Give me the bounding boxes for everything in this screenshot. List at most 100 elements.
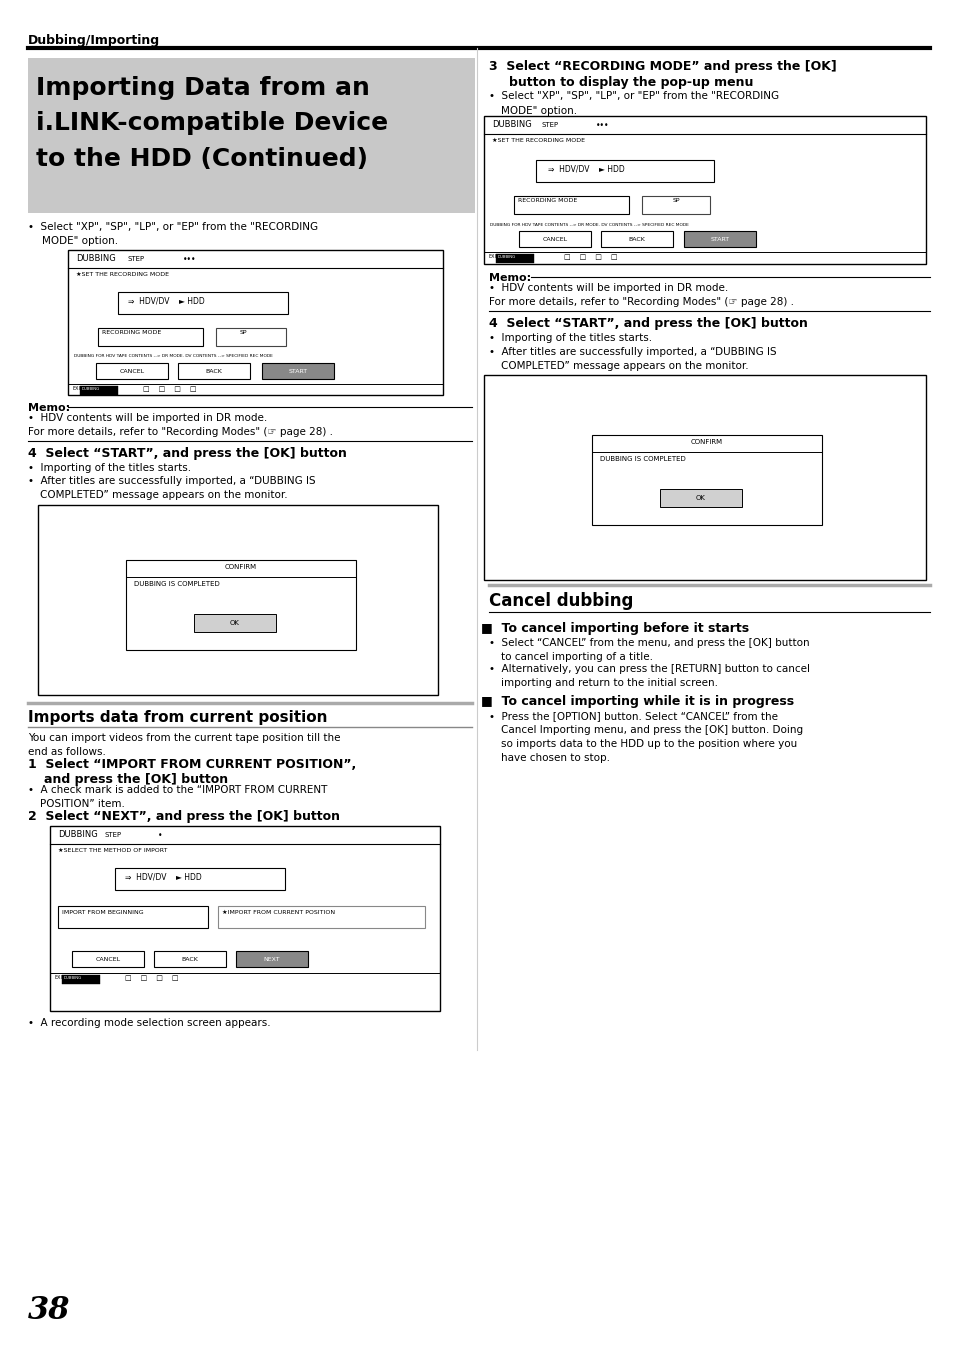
Text: ★SET THE RECORDING MODE: ★SET THE RECORDING MODE <box>76 271 169 277</box>
Text: MODE" option.: MODE" option. <box>42 236 118 246</box>
Text: to the HDD (Continued): to the HDD (Continued) <box>36 147 368 171</box>
Bar <box>592 435 821 525</box>
Text: START: START <box>288 369 307 374</box>
Text: □    □    □    □: □ □ □ □ <box>125 975 178 981</box>
Text: 3  Select “RECORDING MODE” and press the [OK]: 3 Select “RECORDING MODE” and press the … <box>489 59 836 73</box>
Text: button to display the pop-up menu: button to display the pop-up menu <box>509 76 753 89</box>
Bar <box>126 560 355 649</box>
Bar <box>483 375 925 580</box>
Text: •  After titles are successfully imported, a “DUBBING IS: • After titles are successfully imported… <box>28 477 315 486</box>
Bar <box>153 950 226 967</box>
Text: Cancel dubbing: Cancel dubbing <box>489 593 633 610</box>
Text: ⇒  HDV/DV    ► HDD: ⇒ HDV/DV ► HDD <box>125 872 201 882</box>
Text: DUBBING: DUBBING <box>492 120 531 130</box>
Text: SP: SP <box>239 329 247 335</box>
Text: CONFIRM: CONFIRM <box>690 439 722 446</box>
Text: ★SELECT THE METHOD OF IMPORT: ★SELECT THE METHOD OF IMPORT <box>58 848 167 853</box>
Text: •  Importing of the titles starts.: • Importing of the titles starts. <box>28 463 191 472</box>
Text: MODE" option.: MODE" option. <box>500 107 577 116</box>
Text: OK: OK <box>696 495 705 501</box>
Bar <box>536 161 713 182</box>
Text: STEP: STEP <box>105 832 122 838</box>
Text: COMPLETED” message appears on the monitor.: COMPLETED” message appears on the monito… <box>40 490 287 500</box>
Text: RECORDING MODE: RECORDING MODE <box>102 329 161 335</box>
Text: •  Importing of the titles starts.: • Importing of the titles starts. <box>489 333 652 343</box>
Text: □    □    □    □: □ □ □ □ <box>143 386 196 391</box>
Bar <box>496 254 534 263</box>
Text: Importing Data from an: Importing Data from an <box>36 76 370 100</box>
Text: so imports data to the HDD up to the position where you: so imports data to the HDD up to the pos… <box>500 738 797 749</box>
Text: •••: ••• <box>183 255 196 265</box>
Text: ⇒  HDV/DV    ► HDD: ⇒ HDV/DV ► HDD <box>547 163 624 173</box>
Bar <box>62 975 100 984</box>
Text: DUBBING: DUBBING <box>82 387 100 392</box>
Text: •  Select "XP", "SP", "LP", or "EP" from the "RECORDING: • Select "XP", "SP", "LP", or "EP" from … <box>28 221 317 232</box>
Text: •  HDV contents will be imported in DR mode.: • HDV contents will be imported in DR mo… <box>489 284 727 293</box>
Text: START: START <box>710 238 729 242</box>
Text: •  HDV contents will be imported in DR mode.: • HDV contents will be imported in DR mo… <box>28 413 267 423</box>
Text: •  Select “CANCEL” from the menu, and press the [OK] button: • Select “CANCEL” from the menu, and pre… <box>489 639 809 648</box>
Text: •  Press the [OPTION] button. Select “CANCEL” from the: • Press the [OPTION] button. Select “CAN… <box>489 711 778 721</box>
Bar <box>115 868 285 890</box>
Text: to cancel importing of a title.: to cancel importing of a title. <box>500 652 652 662</box>
Text: CANCEL: CANCEL <box>95 957 120 963</box>
Bar <box>98 328 203 346</box>
Bar <box>178 363 250 379</box>
Text: have chosen to stop.: have chosen to stop. <box>500 753 609 763</box>
Text: importing and return to the initial screen.: importing and return to the initial scre… <box>500 678 718 688</box>
Text: ★IMPORT FROM CURRENT POSITION: ★IMPORT FROM CURRENT POSITION <box>222 910 335 915</box>
Text: •  A recording mode selection screen appears.: • A recording mode selection screen appe… <box>28 1018 271 1027</box>
Text: SP: SP <box>672 198 679 202</box>
Text: 38: 38 <box>28 1295 71 1326</box>
Bar <box>600 231 672 247</box>
Text: •  Alternatively, you can press the [RETURN] button to cancel: • Alternatively, you can press the [RETU… <box>489 664 809 674</box>
Text: □    □    □    □: □ □ □ □ <box>563 254 617 261</box>
Bar <box>71 950 144 967</box>
Bar <box>193 614 275 632</box>
Bar <box>483 116 925 265</box>
Text: BACK: BACK <box>181 957 198 963</box>
Text: OK: OK <box>230 620 240 626</box>
Text: DUBBING IS COMPLETED: DUBBING IS COMPLETED <box>133 580 219 587</box>
Text: BACK: BACK <box>205 369 222 374</box>
Text: COMPLETED” message appears on the monitor.: COMPLETED” message appears on the monito… <box>500 360 748 371</box>
Text: IMPORT FROM BEGINNING: IMPORT FROM BEGINNING <box>62 910 144 915</box>
Text: 4  Select “START”, and press the [OK] button: 4 Select “START”, and press the [OK] but… <box>28 447 347 460</box>
Text: CANCEL: CANCEL <box>542 238 567 242</box>
Text: STEP: STEP <box>128 256 145 262</box>
Text: 1  Select “IMPORT FROM CURRENT POSITION”,: 1 Select “IMPORT FROM CURRENT POSITION”, <box>28 757 355 771</box>
Text: 2  Select “NEXT”, and press the [OK] button: 2 Select “NEXT”, and press the [OK] butt… <box>28 810 339 824</box>
Bar <box>28 58 475 213</box>
Text: EXIT: EXIT <box>73 386 84 391</box>
Text: Cancel Importing menu, and press the [OK] button. Doing: Cancel Importing menu, and press the [OK… <box>500 725 802 734</box>
Text: •: • <box>158 832 162 840</box>
Text: EXIT: EXIT <box>55 975 66 980</box>
Bar <box>683 231 755 247</box>
Text: RECORDING MODE: RECORDING MODE <box>517 198 577 202</box>
Bar <box>96 363 168 379</box>
Text: •  A check mark is added to the “IMPORT FROM CURRENT: • A check mark is added to the “IMPORT F… <box>28 784 327 795</box>
Text: ⇒  HDV/DV    ► HDD: ⇒ HDV/DV ► HDD <box>128 296 205 305</box>
Bar <box>80 386 118 396</box>
Text: Imports data from current position: Imports data from current position <box>28 710 327 725</box>
Bar <box>518 231 590 247</box>
Bar <box>58 906 208 927</box>
Text: i.LINK-compatible Device: i.LINK-compatible Device <box>36 111 388 135</box>
Bar <box>118 292 288 315</box>
Text: DUBBING: DUBBING <box>76 254 115 263</box>
Text: POSITION” item.: POSITION” item. <box>40 799 125 809</box>
Text: ■  To cancel importing before it starts: ■ To cancel importing before it starts <box>480 622 748 634</box>
Bar <box>68 250 442 396</box>
Text: DUBBING: DUBBING <box>64 976 82 980</box>
Bar <box>215 328 286 346</box>
Text: DUBBING: DUBBING <box>58 830 97 838</box>
Bar <box>235 950 308 967</box>
Text: DUBBING: DUBBING <box>497 255 516 259</box>
Text: and press the [OK] button: and press the [OK] button <box>44 774 228 786</box>
Text: end as follows.: end as follows. <box>28 747 106 757</box>
Bar <box>514 196 628 215</box>
Text: •••: ••• <box>596 122 609 130</box>
Text: Memo:: Memo: <box>489 273 531 284</box>
Text: STEP: STEP <box>541 122 558 128</box>
Text: BACK: BACK <box>628 238 645 242</box>
